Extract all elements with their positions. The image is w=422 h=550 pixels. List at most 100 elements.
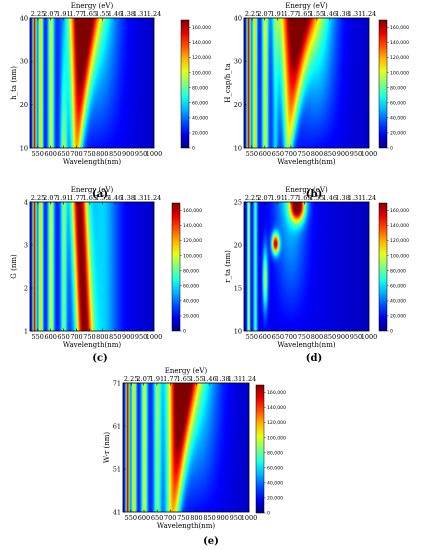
colorbar-tick-label: 20,000 <box>192 131 208 137</box>
energy-tick-label: 1.38 <box>335 194 349 202</box>
y-tick-label: 3 <box>24 241 28 249</box>
x-tick-label: 650 <box>151 514 163 522</box>
energy-tick-label: 1.77 <box>69 194 83 202</box>
x-tick-label: 550 <box>125 514 137 522</box>
y-tick-label: 71 <box>113 379 121 387</box>
colorbar-tick-label: 20,000 <box>390 131 406 137</box>
energy-tick-label: 2.25 <box>31 10 45 18</box>
x-tick-label: 900 <box>337 333 349 341</box>
energy-tick-label: 2.07 <box>257 194 271 202</box>
x-tick-label: 650 <box>57 333 69 341</box>
colorbar-tick-label: 100,000 <box>390 253 409 259</box>
energy-tick-label: 1.91 <box>56 194 70 202</box>
energy-tick-label: 1.31 <box>348 10 362 18</box>
panel-label: (d) <box>306 353 322 364</box>
x-axis-label: Wavelength(nm) <box>63 158 121 166</box>
y-tick-label: 41 <box>113 508 121 516</box>
y-tick-label: 51 <box>113 465 121 473</box>
heatmap-image <box>30 202 154 331</box>
x-tick-label: 850 <box>203 514 215 522</box>
x-tick-label: 750 <box>177 514 189 522</box>
colorbar-tick-label: 80,000 <box>390 85 406 91</box>
y-tick-label: 15 <box>234 284 242 292</box>
x-tick-label: 750 <box>298 333 310 341</box>
x-tick-label: 600 <box>44 150 56 158</box>
x-tick-label: 900 <box>217 514 229 522</box>
colorbar-tick-label: 20,000 <box>183 314 199 320</box>
x-tick-label: 600 <box>138 514 150 522</box>
y-tick-label: 30 <box>234 58 242 66</box>
colorbar-tick-label: 40,000 <box>192 115 208 121</box>
energy-tick-label: 1.91 <box>150 375 164 383</box>
x-tick-label: 700 <box>285 333 297 341</box>
energy-tick-label: 1.65 <box>83 194 97 202</box>
energy-tick-label: 2.07 <box>43 194 57 202</box>
panel-label: (c) <box>92 353 108 364</box>
colorbar-tick-label: 140,000 <box>183 223 202 229</box>
energy-tick-label: 1.38 <box>121 194 135 202</box>
energy-tick-label: 1.91 <box>270 194 284 202</box>
x-tick-label: 800 <box>96 333 108 341</box>
energy-tick-label: 1.65 <box>177 375 191 383</box>
x-tick-label: 550 <box>246 150 258 158</box>
x-tick-label: 550 <box>246 333 258 341</box>
colorbar-tick-label: 140,000 <box>192 40 211 46</box>
colorbar-tick-label: 80,000 <box>183 268 199 274</box>
colorbar-tick-label: 120,000 <box>267 420 286 426</box>
energy-tick-label: 1.24 <box>362 194 376 202</box>
y-tick-label: 40 <box>20 14 28 22</box>
x-tick-label: 650 <box>272 333 284 341</box>
x-tick-label: 950 <box>135 333 147 341</box>
x-tick-label: 1000 <box>361 150 378 158</box>
x-axis-label: Wavelength(nm) <box>63 341 121 349</box>
colorbar-tick-label: 0 <box>390 146 393 152</box>
x-tick-label: 600 <box>259 150 271 158</box>
energy-tick-label: 1.31 <box>133 194 147 202</box>
colorbar-tick-label: 80,000 <box>267 450 283 456</box>
colorbar-tick-label: 0 <box>267 511 270 517</box>
y-tick-label: 2 <box>24 284 28 292</box>
y-tick-label: 40 <box>234 14 242 22</box>
plot-frame <box>29 17 155 149</box>
plot-frame <box>29 201 155 332</box>
y-axis-label: h_ta (nm) <box>10 66 18 100</box>
x-tick-label: 950 <box>135 150 147 158</box>
colorbar-tick-label: 100,000 <box>267 435 286 441</box>
y-tick-label: 30 <box>20 58 28 66</box>
x-tick-label: 800 <box>96 150 108 158</box>
y-tick-label: 10 <box>234 327 242 335</box>
energy-tick-label: 1.38 <box>215 375 229 383</box>
colorbar-tick-label: 160,000 <box>390 25 409 31</box>
x-tick-label: 900 <box>122 333 134 341</box>
energy-tick-label: 2.07 <box>137 375 151 383</box>
y-tick-label: 10 <box>234 144 242 152</box>
panel-label: (a) <box>92 189 108 200</box>
colorbar-tick-label: 160,000 <box>192 25 211 31</box>
x-tick-label: 800 <box>311 150 323 158</box>
colorbar-tick-label: 140,000 <box>390 223 409 229</box>
colorbar-tick-label: 40,000 <box>390 298 406 304</box>
energy-tick-label: 1.55 <box>95 194 109 202</box>
colorbar-tick-label: 160,000 <box>267 390 286 396</box>
heatmap-image <box>123 383 249 512</box>
energy-tick-label: 1.24 <box>147 194 161 202</box>
x-tick-label: 850 <box>324 333 336 341</box>
x-axis-label: Wavelength(nm) <box>157 522 215 530</box>
energy-tick-label: 1.77 <box>163 375 177 383</box>
colorbar-tick-label: 60,000 <box>192 100 208 106</box>
x-tick-label: 850 <box>109 150 121 158</box>
y-tick-label: 1 <box>24 327 28 335</box>
colorbar-tick-label: 0 <box>183 329 186 335</box>
x-tick-label: 950 <box>350 150 362 158</box>
colorbar-tick-label: 160,000 <box>183 208 202 214</box>
colorbar-tick-label: 60,000 <box>390 283 406 289</box>
colorbar-tick-label: 40,000 <box>390 115 406 121</box>
x-tick-label: 700 <box>70 150 82 158</box>
colorbar-tick-label: 160,000 <box>390 208 409 214</box>
energy-tick-label: 1.31 <box>348 194 362 202</box>
